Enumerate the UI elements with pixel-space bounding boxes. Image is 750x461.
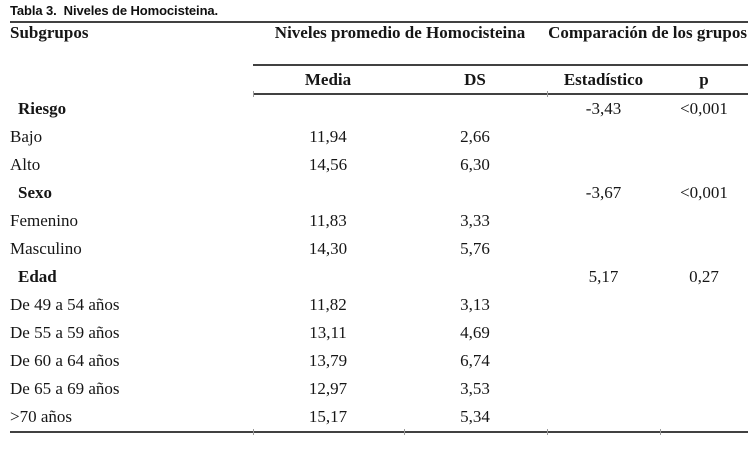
p-value: [660, 123, 748, 151]
ds-value: 3,53: [460, 379, 490, 398]
table-row: De 49 a 54 años 11,82 3,13: [10, 291, 748, 319]
media-value: 15,17: [253, 403, 403, 433]
media-value: 11,83: [309, 211, 347, 230]
column-header-p: p: [660, 65, 749, 95]
ds-value: 6,74: [460, 351, 490, 370]
row-label: Riesgo: [18, 98, 67, 118]
column-tick: [547, 91, 548, 97]
media-value: 14,30: [308, 239, 348, 258]
ds-value: 6,30: [460, 155, 490, 174]
ds-value: 4,69: [460, 323, 490, 342]
p-value: [660, 347, 748, 375]
column-tick: [253, 429, 254, 435]
estadistico-value: [547, 403, 661, 433]
table-row: De 60 a 64 años 13,79 6,74: [10, 347, 748, 375]
media-value: [253, 94, 403, 123]
p-value: [660, 291, 748, 319]
p-value: <0,001: [680, 99, 728, 118]
table-row: De 65 a 69 años 12,97 3,53: [10, 375, 748, 403]
ds-value: 5,76: [460, 239, 490, 258]
row-label: Sexo: [18, 183, 52, 202]
media-value: 12,97: [308, 379, 348, 398]
table-header: Subgrupos Niveles promedio de Homocistei…: [10, 22, 749, 95]
table-body: Riesgo -3,43 <0,001 Bajo 11,94 2,66 Alto…: [10, 94, 749, 433]
estadistico-value: -3,67: [585, 183, 622, 202]
p-value: [660, 319, 748, 347]
estadistico-value: 5,17: [588, 267, 619, 286]
table-row: Sexo -3,67 <0,001: [10, 179, 748, 207]
estadistico-value: [547, 347, 660, 375]
estadistico-value: [547, 291, 660, 319]
table-row: Riesgo -3,43 <0,001: [10, 94, 748, 123]
table-row: Edad 5,17 0,27: [10, 263, 748, 291]
p-value: 0,27: [689, 267, 719, 286]
p-value: [660, 403, 749, 433]
ds-value: [403, 179, 547, 207]
table-row: >70 años 15,17 5,34: [10, 403, 749, 433]
table-row: Masculino 14,30 5,76: [10, 235, 748, 263]
estadistico-value: [547, 123, 660, 151]
estadistico-value: [547, 375, 660, 403]
header-row-spanners: Subgrupos Niveles promedio de Homocistei…: [10, 22, 749, 66]
media-value: 13,79: [308, 351, 348, 370]
ds-value: 3,33: [460, 211, 490, 230]
p-value: [660, 235, 748, 263]
ds-value: [403, 263, 547, 291]
media-value: [253, 179, 403, 207]
estadistico-value: [547, 207, 660, 235]
row-label: Masculino: [10, 239, 82, 258]
column-tick: [253, 91, 254, 97]
estadistico-value: -3,43: [585, 99, 622, 118]
homocysteine-table: Subgrupos Niveles promedio de Homocistei…: [10, 21, 749, 433]
row-label: De 60 a 64 años: [10, 351, 120, 370]
row-label: Alto: [10, 155, 41, 174]
column-tick: [547, 429, 548, 435]
header-row-columns: Media DS Estadístico p: [10, 65, 749, 95]
p-value: [660, 207, 748, 235]
table-row: Femenino 11,83 3,33: [10, 207, 748, 235]
table-caption: Tabla 3. Niveles de Homocisteina.: [10, 3, 219, 18]
table-row: De 55 a 59 años 13,11 4,69: [10, 319, 748, 347]
column-header-media: Media: [253, 65, 403, 95]
p-value: [660, 151, 748, 179]
estadistico-value: [547, 151, 660, 179]
estadistico-value: [547, 319, 660, 347]
estadistico-value: [547, 235, 660, 263]
p-value: [660, 375, 748, 403]
column-tick: [404, 429, 405, 435]
row-label: >70 años: [10, 403, 253, 433]
row-label: Femenino: [10, 211, 78, 230]
media-value: 13,11: [309, 323, 347, 342]
ds-value: 5,34: [403, 403, 548, 433]
row-label: De 55 a 59 años: [10, 323, 120, 342]
row-label: De 49 a 54 años: [10, 295, 120, 314]
media-value: 11,94: [309, 127, 347, 146]
column-header-levels-spanner: Niveles promedio de Homocisteina: [253, 22, 548, 66]
media-value: 11,82: [309, 295, 347, 314]
column-header-comparison-spanner: Comparación de los grupos: [547, 22, 749, 66]
column-tick: [660, 429, 661, 435]
table-row: Bajo 11,94 2,66: [10, 123, 748, 151]
row-label: Bajo: [10, 127, 43, 146]
p-value: <0,001: [680, 183, 728, 202]
table-row: Alto 14,56 6,30: [10, 151, 748, 179]
column-header-estadistico: Estadístico: [547, 65, 661, 95]
column-header-ds: DS: [403, 65, 548, 95]
row-label: De 65 a 69 años: [10, 379, 120, 398]
row-label: Edad: [18, 267, 57, 286]
column-header-subgroups: Subgrupos: [10, 23, 89, 42]
media-value: 14,56: [308, 155, 348, 174]
ds-value: 3,13: [460, 295, 490, 314]
ds-value: [403, 94, 547, 123]
media-value: [253, 263, 403, 291]
ds-value: 2,66: [460, 127, 490, 146]
